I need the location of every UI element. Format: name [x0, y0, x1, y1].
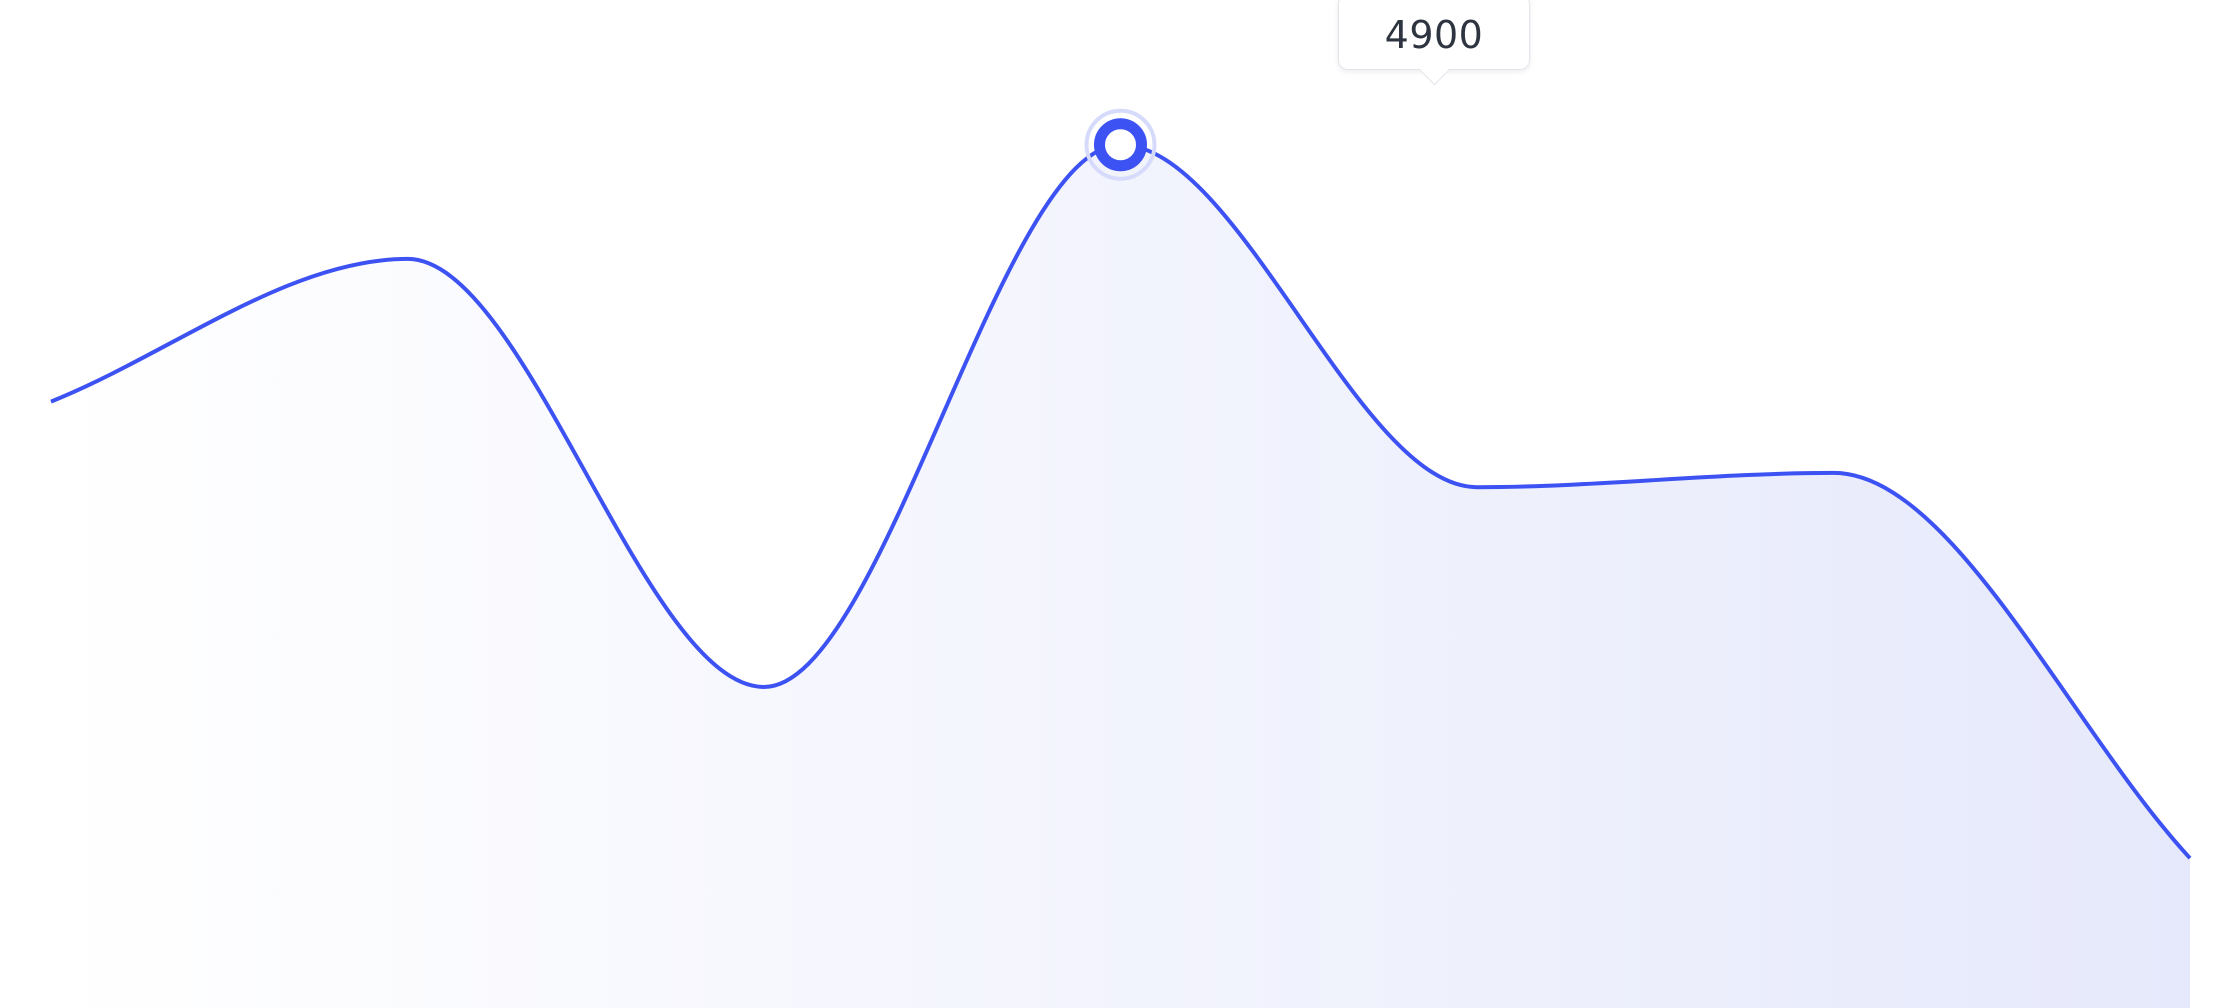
series-area	[51, 144, 2190, 1008]
value-tooltip: 4900	[1338, 0, 1530, 86]
highlight-halo	[1084, 108, 1157, 181]
tooltip-value: 4900	[1384, 13, 1484, 57]
highlight-point[interactable]	[1094, 118, 1147, 172]
